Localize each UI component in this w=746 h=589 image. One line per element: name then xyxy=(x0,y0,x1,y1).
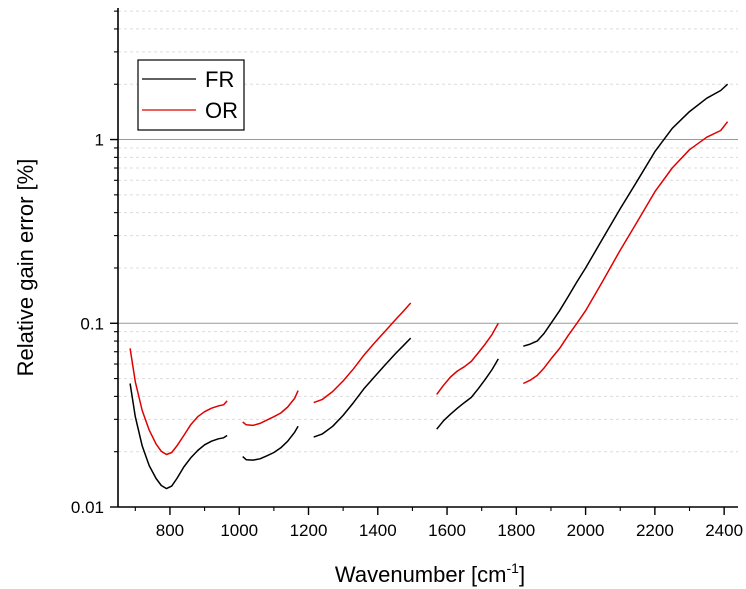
series-or-segment-4 xyxy=(436,322,499,395)
series-layer xyxy=(129,83,729,490)
x-tick-label: 2400 xyxy=(705,521,743,540)
series-fr-segment-1 xyxy=(129,383,228,490)
y-tick-label: 0.01 xyxy=(71,498,104,517)
legend: FR OR xyxy=(137,59,245,131)
x-tick-label: 1400 xyxy=(359,521,397,540)
series-or-segment-1 xyxy=(129,348,228,456)
series-fr-segment-4 xyxy=(436,358,499,430)
ticks: 800 1000 1200 1400 1600 1800 2000 2200 2400 0.01 0… xyxy=(71,10,743,540)
legend-label-fr: FR xyxy=(205,67,234,92)
x-tick-label: 1800 xyxy=(497,521,535,540)
y-tick-label: 1 xyxy=(95,131,104,150)
x-tick-label: 800 xyxy=(156,521,184,540)
x-tick-label: 2200 xyxy=(636,521,674,540)
series-fr-segment-5 xyxy=(523,83,729,347)
legend-box xyxy=(137,59,245,131)
series-or-segment-3 xyxy=(313,302,412,404)
x-axis-title-close: ] xyxy=(519,562,525,587)
y-axis-title: Relative gain error [%] xyxy=(13,159,38,377)
x-tick-label: 1000 xyxy=(220,521,258,540)
y-tick-label: 0.1 xyxy=(80,314,104,333)
x-axis-title: Wavenumber [cm-1] xyxy=(335,560,525,587)
series-or-segment-5 xyxy=(522,121,729,385)
axes xyxy=(117,8,738,508)
series-or-segment-2 xyxy=(242,390,299,427)
legend-label-or: OR xyxy=(205,98,238,123)
x-axis-title-main: Wavenumber [cm xyxy=(335,562,507,587)
x-tick-label: 1600 xyxy=(428,521,466,540)
series-fr-segment-2 xyxy=(242,425,299,461)
x-tick-label: 1200 xyxy=(290,521,328,540)
series-fr-segment-3 xyxy=(313,337,412,438)
x-axis-title-superscript: -1 xyxy=(507,560,520,576)
x-tick-label: 2000 xyxy=(567,521,605,540)
